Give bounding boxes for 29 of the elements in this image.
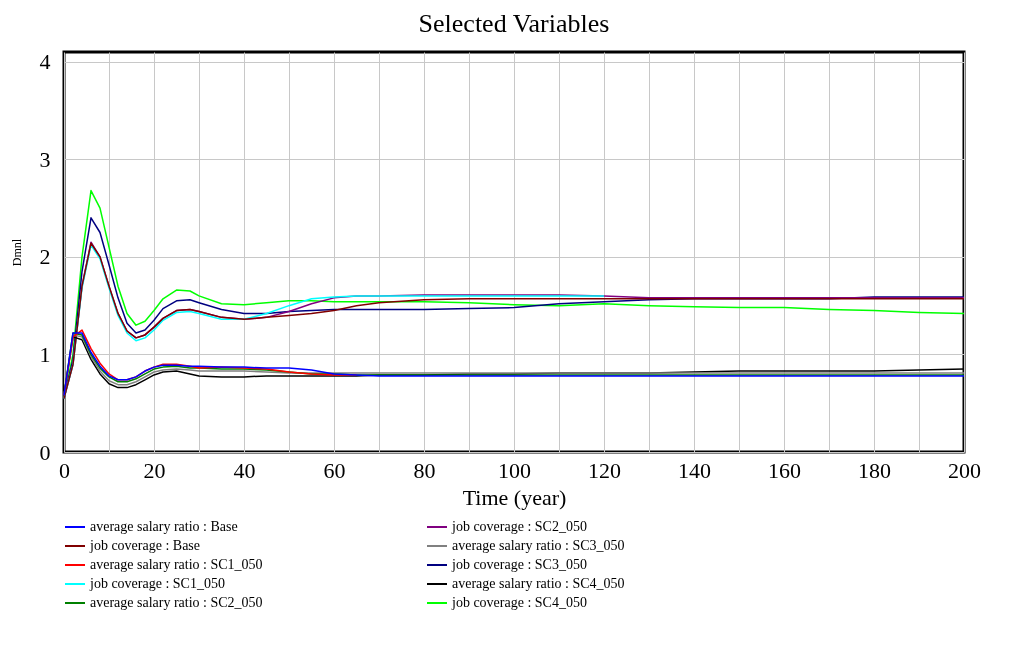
y-tick-label: 1 [39,341,51,367]
legend-label: job coverage : SC2_050 [451,519,587,534]
legend-label: average salary ratio : Base [90,519,238,534]
y-tick-label: 3 [39,146,51,172]
x-tick-label: 80 [413,457,436,483]
x-tick-label: 120 [588,457,621,483]
legend-label: average salary ratio : SC1_050 [90,557,263,572]
x-tick-label: 140 [678,457,711,483]
legend-label: job coverage : SC4_050 [451,595,587,610]
legend-label: average salary ratio : SC2_050 [90,595,263,610]
chart-title: Selected Variables [418,8,610,38]
x-axis-title: Time (year) [462,484,567,510]
x-tick-label: 40 [233,457,256,483]
x-tick-label: 200 [948,457,981,483]
x-tick-label: 0 [59,457,70,483]
legend-label: average salary ratio : SC3_050 [452,538,625,553]
legend-label: job coverage : SC1_050 [89,576,225,591]
legend-label: job coverage : SC3_050 [451,557,587,572]
y-tick-label: 0 [39,439,51,465]
y-axis-title: Dmnl [9,238,24,267]
legend-label: job coverage : Base [89,538,201,553]
y-tick-label: 4 [39,49,51,75]
x-tick-label: 60 [323,457,346,483]
legend-label: average salary ratio : SC4_050 [452,576,625,591]
x-tick-label: 160 [768,457,801,483]
x-tick-label: 180 [858,457,891,483]
x-tick-label: 20 [143,457,166,483]
y-tick-label: 2 [39,244,51,270]
x-tick-label: 100 [498,457,531,483]
